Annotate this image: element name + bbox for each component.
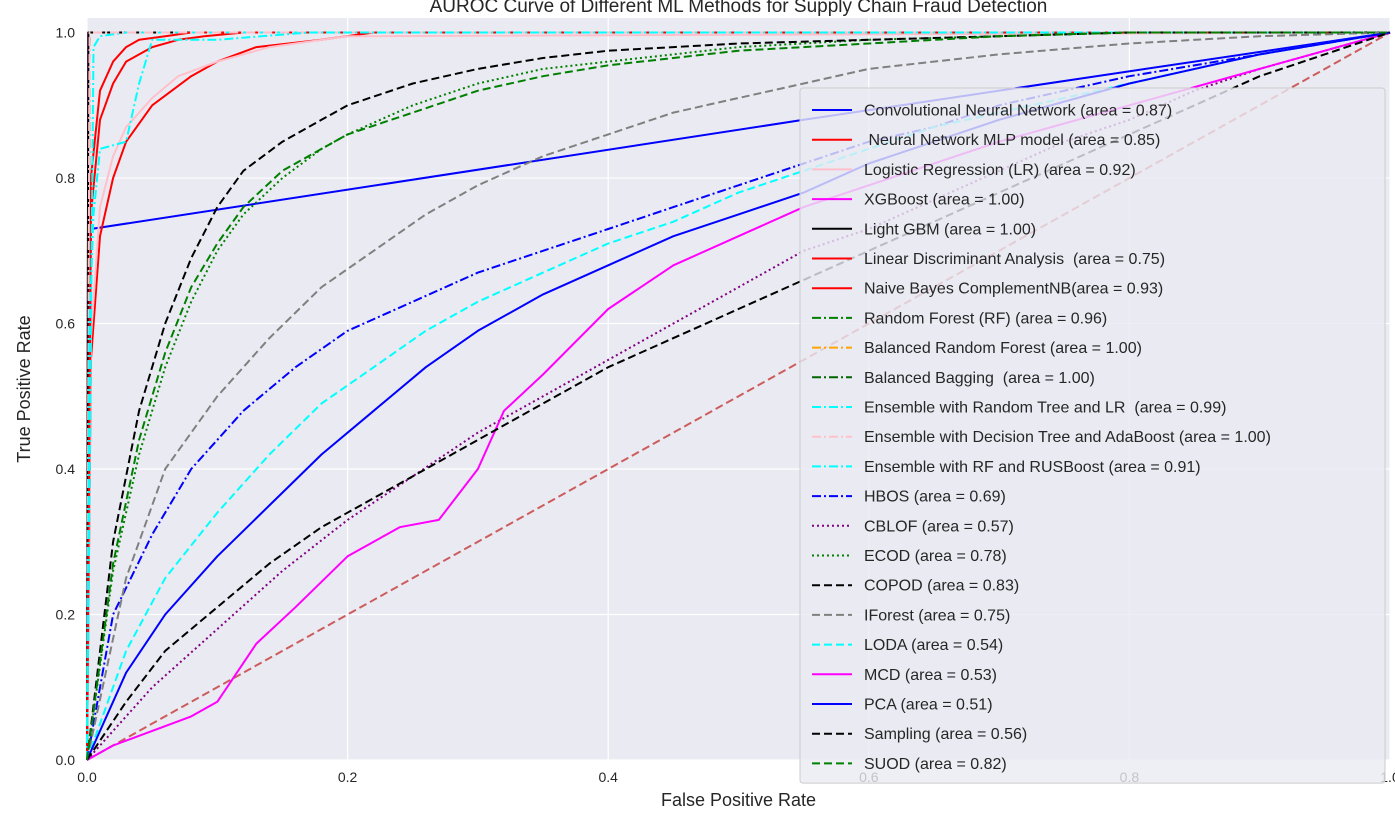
legend-label-17: IForest (area = 0.75) — [864, 607, 1010, 624]
series-line-5 — [86, 31, 1390, 761]
legend-label-1: Neural Network MLP model (area = 0.85) — [864, 132, 1160, 149]
legend-label-10: Ensemble with Random Tree and LR (area =… — [864, 400, 1226, 417]
x-axis-label: False Positive Rate — [661, 790, 816, 810]
legend-label-15: ECOD (area = 0.78) — [864, 548, 1007, 565]
y-tick-label: 0.2 — [56, 607, 76, 623]
legend-box — [799, 87, 1386, 784]
series-line-12 — [86, 31, 1390, 761]
legend-label-7: Random Forest (RF) (area = 0.96) — [864, 310, 1107, 327]
series-line-21 — [86, 31, 1391, 761]
y-tick-label: 0.6 — [56, 316, 76, 332]
legend-label-18: LODA (area = 0.54) — [864, 637, 1003, 654]
legend: Convolutional Neural Network (area = 0.8… — [799, 87, 1386, 784]
legend-label-9: Balanced Bagging (area = 1.00) — [864, 370, 1095, 387]
x-tick-label: 0.2 — [338, 769, 358, 785]
y-tick-label: 0.4 — [56, 461, 76, 477]
series-line-13 — [86, 31, 1391, 761]
y-tick-label: 0.0 — [56, 752, 76, 768]
series-line-2 — [86, 31, 1391, 761]
legend-label-21: Sampling (area = 0.56) — [864, 726, 1027, 743]
y-axis-label: True Positive Rate — [14, 315, 34, 462]
series-line-16 — [86, 31, 1390, 761]
x-tick-label: 0.0 — [77, 769, 97, 785]
series-line-22 — [86, 31, 1390, 761]
legend-label-3: XGBoost (area = 1.00) — [864, 192, 1025, 209]
legend-label-12: Ensemble with RF and RUSBoost (area = 0.… — [864, 459, 1201, 476]
legend-label-4: Light GBM (area = 1.00) — [864, 221, 1036, 238]
x-tick-label: 0.4 — [598, 769, 618, 785]
legend-label-14: CBLOF (area = 0.57) — [864, 518, 1014, 535]
legend-label-19: MCD (area = 0.53) — [864, 667, 997, 684]
legend-label-0: Convolutional Neural Network (area = 0.8… — [864, 103, 1172, 120]
chart-title: AUROC Curve of Different ML Methods for … — [430, 0, 1048, 17]
y-tick-label: 0.8 — [56, 170, 76, 186]
legend-label-16: COPOD (area = 0.83) — [864, 578, 1019, 595]
series-line-6 — [86, 31, 1390, 761]
y-tick-label: 1.0 — [56, 25, 76, 41]
legend-label-13: HBOS (area = 0.69) — [864, 489, 1006, 506]
legend-label-5: Linear Discriminant Analysis (area = 0.7… — [864, 251, 1165, 268]
legend-label-22: SUOD (area = 0.82) — [864, 756, 1007, 773]
legend-label-11: Ensemble with Decision Tree and AdaBoost… — [864, 429, 1271, 446]
series-line-15 — [86, 31, 1390, 761]
series-line-17 — [86, 31, 1391, 761]
legend-label-8: Balanced Random Forest (area = 1.00) — [864, 340, 1142, 357]
legend-label-20: PCA (area = 0.51) — [864, 697, 993, 714]
legend-label-2: Logistic Regression (LR) (area = 0.92) — [864, 162, 1136, 179]
legend-label-6: Naive Bayes ComplementNB(area = 0.93) — [864, 281, 1163, 298]
